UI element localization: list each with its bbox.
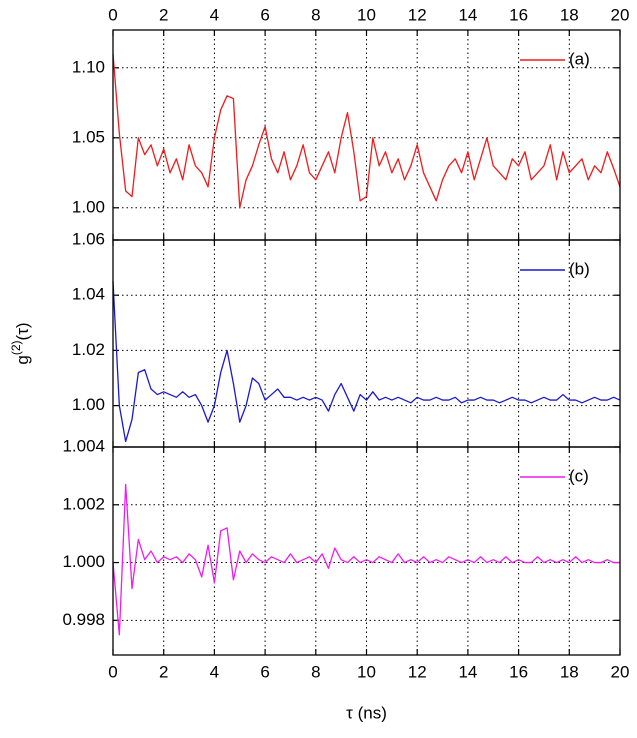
y-tick-label: 1.00 <box>72 395 105 414</box>
y-tick-label: 1.05 <box>72 127 105 146</box>
data-line <box>112 483 620 636</box>
x-tick-label: 4 <box>210 5 219 24</box>
y-axis-label-part: g <box>13 355 32 364</box>
x-tick-label: 0 <box>108 5 117 24</box>
y-tick-label: 1.000 <box>62 552 105 571</box>
x-tick-label: 20 <box>611 662 630 681</box>
x-tick-label: 14 <box>458 662 477 681</box>
y-axis-label-part: (τ) <box>13 322 32 340</box>
x-tick-label: 8 <box>311 662 320 681</box>
y-axis-label-part: (2) <box>9 340 23 355</box>
data-line <box>112 53 621 209</box>
y-tick-label: 1.02 <box>72 340 105 359</box>
x-tick-label: 2 <box>159 662 168 681</box>
x-tick-label: 12 <box>408 662 427 681</box>
x-tick-label: 6 <box>260 662 269 681</box>
x-tick-label: 0 <box>108 662 117 681</box>
data-line <box>112 281 621 443</box>
x-axis-label: τ (ns) <box>346 703 387 722</box>
x-tick-label: 12 <box>408 5 427 24</box>
y-tick-label: 1.002 <box>62 494 105 513</box>
x-tick-label: 18 <box>560 662 579 681</box>
legend-label: (b) <box>569 259 590 278</box>
x-tick-label: 16 <box>509 5 528 24</box>
x-tick-label: 18 <box>560 5 579 24</box>
y-tick-label: 1.10 <box>72 57 105 76</box>
y-tick-label: 0.998 <box>62 610 105 629</box>
x-tick-label: 10 <box>357 5 376 24</box>
x-tick-label: 20 <box>611 5 630 24</box>
legend-label: (c) <box>569 466 589 485</box>
x-tick-label: 2 <box>159 5 168 24</box>
x-tick-label: 16 <box>509 662 528 681</box>
x-tick-label: 10 <box>357 662 376 681</box>
x-tick-label: 6 <box>260 5 269 24</box>
y-tick-label: 1.00 <box>72 197 105 216</box>
plot-frame <box>112 446 621 656</box>
y-tick-label: 1.04 <box>72 285 105 304</box>
x-tick-label: 8 <box>311 5 320 24</box>
x-tick-label: 14 <box>458 5 477 24</box>
x-tick-label: 4 <box>210 662 219 681</box>
y-tick-label: 1.06 <box>72 229 105 248</box>
y-axis-label: g(2)(τ) <box>9 322 32 364</box>
legend-label: (a) <box>569 49 590 68</box>
y-tick-label: 1.004 <box>62 436 105 455</box>
